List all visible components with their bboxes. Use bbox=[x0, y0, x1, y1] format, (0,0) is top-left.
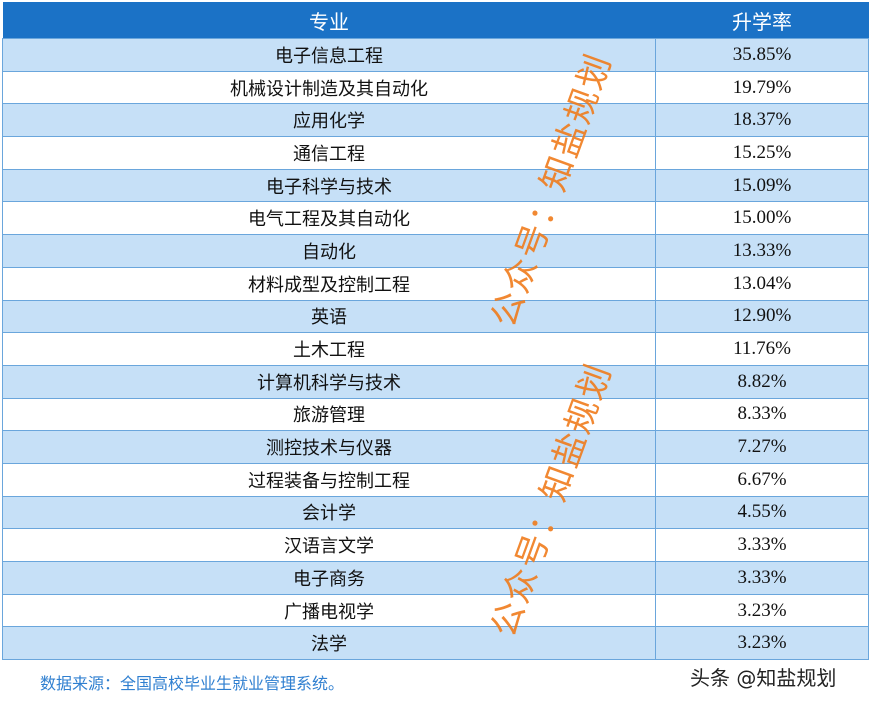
table-row: 会计学 4.55% bbox=[2, 495, 869, 530]
rate-cell: 3.23% bbox=[655, 626, 869, 661]
header-major: 专业 bbox=[2, 2, 656, 39]
rate-cell: 8.82% bbox=[655, 364, 869, 399]
major-cell: 机械设计制造及其自动化 bbox=[2, 70, 656, 105]
major-cell: 材料成型及控制工程 bbox=[2, 266, 656, 301]
data-source-note: 数据来源：全国高校毕业生就业管理系统。 bbox=[40, 674, 345, 693]
major-cell: 通信工程 bbox=[2, 136, 656, 170]
header-rate: 升学率 bbox=[655, 2, 869, 39]
rate-cell: 15.25% bbox=[655, 136, 869, 170]
table-row: 过程装备与控制工程 6.67% bbox=[2, 462, 869, 497]
major-cell: 电子商务 bbox=[2, 561, 656, 595]
table-row: 电子科学与技术 15.09% bbox=[2, 168, 869, 203]
major-cell: 英语 bbox=[2, 299, 656, 334]
major-cell: 汉语言文学 bbox=[2, 528, 656, 562]
rate-cell: 6.67% bbox=[655, 462, 869, 497]
rate-cell: 19.79% bbox=[655, 70, 869, 105]
rate-cell: 4.55% bbox=[655, 495, 869, 530]
table-row: 自动化 13.33% bbox=[2, 234, 869, 268]
rate-cell: 12.90% bbox=[655, 299, 869, 334]
major-cell: 电子信息工程 bbox=[2, 38, 656, 72]
rate-cell: 11.76% bbox=[655, 332, 869, 366]
table-row: 旅游管理 8.33% bbox=[2, 397, 869, 432]
table-row: 通信工程 15.25% bbox=[2, 136, 869, 170]
table-row: 电气工程及其自动化 15.00% bbox=[2, 201, 869, 236]
table-row: 应用化学 18.37% bbox=[2, 103, 869, 138]
rate-cell: 3.33% bbox=[655, 561, 869, 595]
table-row: 材料成型及控制工程 13.04% bbox=[2, 266, 869, 301]
major-rate-table: 专业 升学率 电子信息工程 35.85% 机械设计制造及其自动化 19.79% 应用化学… bbox=[2, 2, 869, 661]
table-row: 计算机科学与技术 8.82% bbox=[2, 364, 869, 399]
rate-cell: 3.33% bbox=[655, 528, 869, 562]
brand-watermark: 头条 @知盐规划 bbox=[690, 666, 837, 690]
rate-cell: 15.09% bbox=[655, 168, 869, 203]
rate-cell: 18.37% bbox=[655, 103, 869, 138]
major-cell: 电气工程及其自动化 bbox=[2, 201, 656, 236]
table-header-row: 专业 升学率 bbox=[2, 2, 869, 39]
table-row: 土木工程 11.76% bbox=[2, 332, 869, 366]
major-cell: 测控技术与仪器 bbox=[2, 430, 656, 464]
major-cell: 电子科学与技术 bbox=[2, 168, 656, 203]
major-cell: 应用化学 bbox=[2, 103, 656, 138]
rate-cell: 3.23% bbox=[655, 593, 869, 628]
rate-cell: 13.33% bbox=[655, 234, 869, 268]
table-row: 广播电视学 3.23% bbox=[2, 593, 869, 628]
table-row: 电子商务 3.33% bbox=[2, 561, 869, 595]
table-row: 英语 12.90% bbox=[2, 299, 869, 334]
rate-cell: 7.27% bbox=[655, 430, 869, 464]
rate-cell: 8.33% bbox=[655, 397, 869, 432]
table-row: 机械设计制造及其自动化 19.79% bbox=[2, 70, 869, 105]
major-cell: 土木工程 bbox=[2, 332, 656, 366]
rate-cell: 35.85% bbox=[655, 38, 869, 72]
major-cell: 广播电视学 bbox=[2, 593, 656, 628]
table-row: 电子信息工程 35.85% bbox=[2, 38, 869, 72]
major-cell: 法学 bbox=[2, 626, 656, 661]
table-row: 法学 3.23% bbox=[2, 626, 869, 661]
major-cell: 会计学 bbox=[2, 495, 656, 530]
major-cell: 自动化 bbox=[2, 234, 656, 268]
rate-cell: 15.00% bbox=[655, 201, 869, 236]
rate-cell: 13.04% bbox=[655, 266, 869, 301]
table-row: 汉语言文学 3.33% bbox=[2, 528, 869, 562]
table-row: 测控技术与仪器 7.27% bbox=[2, 430, 869, 464]
major-cell: 计算机科学与技术 bbox=[2, 364, 656, 399]
